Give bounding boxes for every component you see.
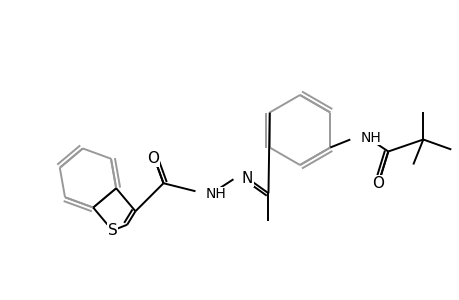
- Text: O: O: [147, 151, 159, 166]
- Text: NH: NH: [359, 130, 380, 145]
- Text: NH: NH: [205, 187, 226, 201]
- Text: O: O: [371, 176, 383, 191]
- Text: S: S: [107, 223, 117, 238]
- Text: N: N: [241, 171, 252, 186]
